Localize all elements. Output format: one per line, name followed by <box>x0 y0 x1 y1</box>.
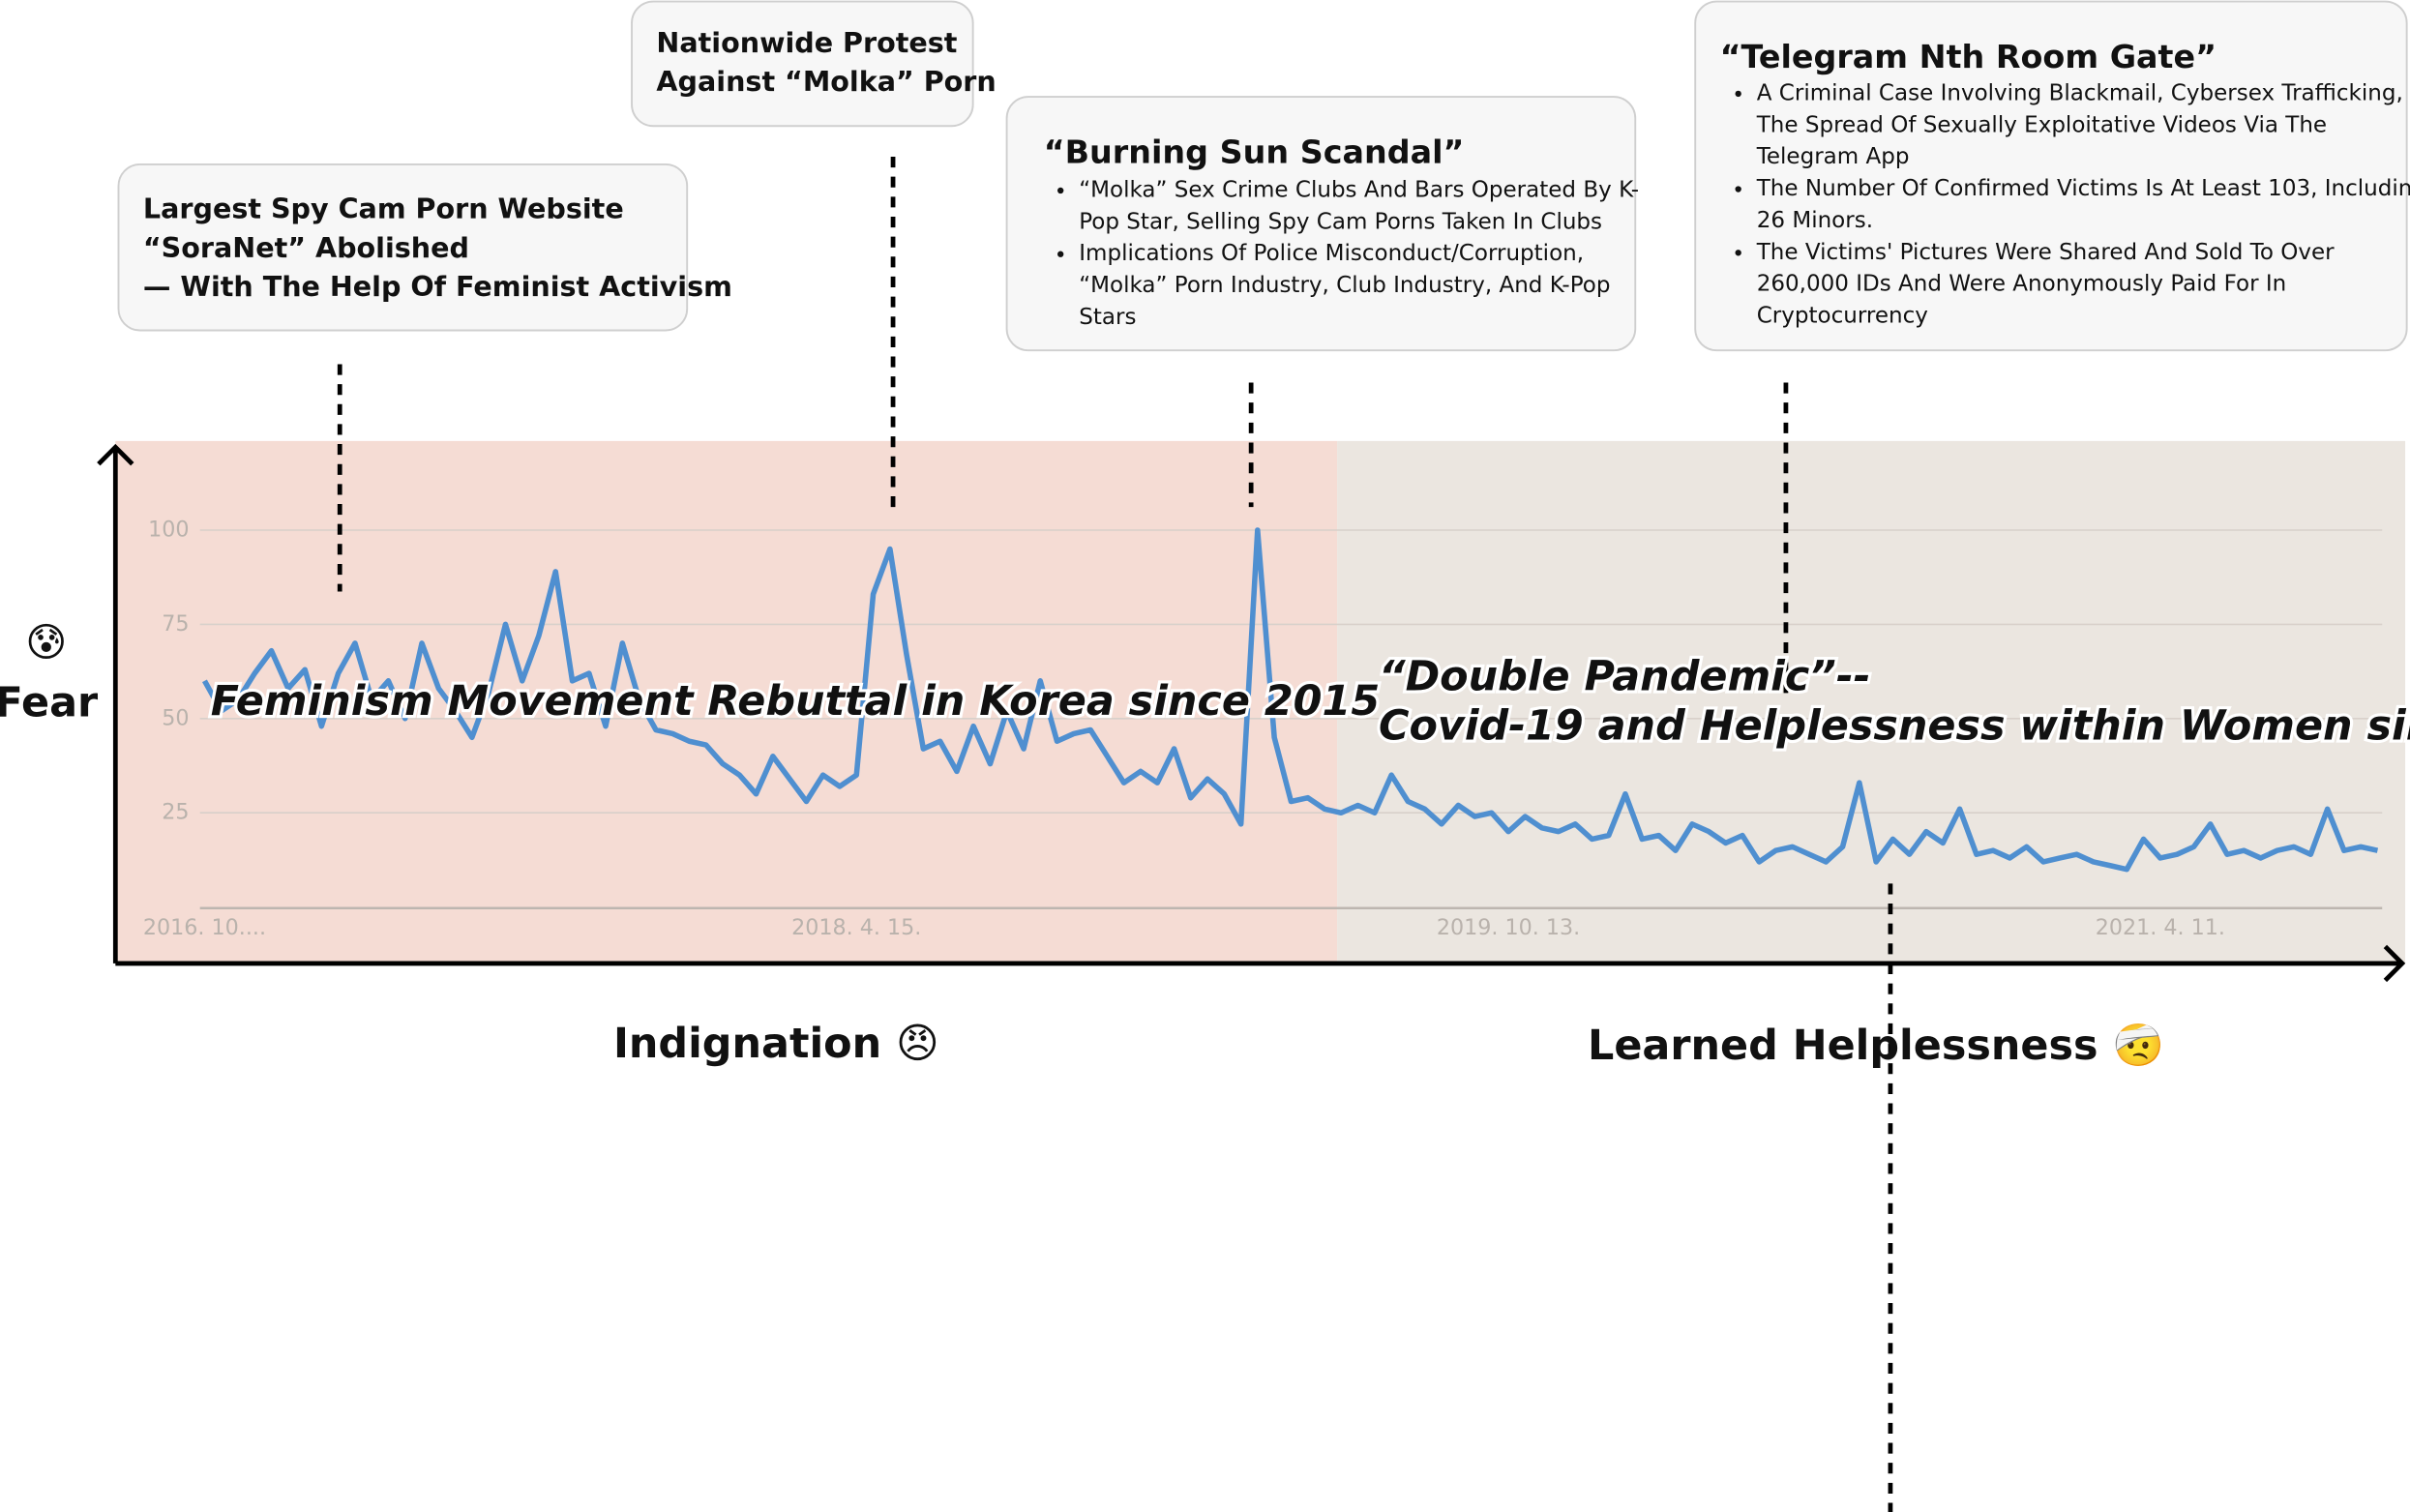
annotation-text: Telegram App <box>1756 144 1910 169</box>
annotation-text: 260,000 IDs And Were Anonymously Paid Fo… <box>1757 272 2287 297</box>
bullet <box>1057 187 1064 194</box>
overlay-text: Covid-19 and Helplessness within Women s… <box>1379 701 2410 750</box>
x-tick-label: 2019. 10. 13. <box>1437 915 1580 940</box>
region-label: Learned Helplessness 🤕 <box>1588 1022 2164 1070</box>
helplessness-region <box>1337 440 2406 964</box>
bullet <box>1735 186 1741 193</box>
axes <box>97 443 2406 983</box>
annotation-text: “Molka” Porn Industry, Club Industry, An… <box>1079 273 1610 298</box>
annotation-text: “SoraNet” Abolished <box>143 231 469 264</box>
annotation-text: Pop Star, Selling Spy Cam Porns Taken In… <box>1079 209 1602 234</box>
overlay-text: “Double Pandemic”-- <box>1379 653 1870 701</box>
annotation-box <box>631 0 974 128</box>
overlays: Feminism Movement Rebuttal in Korea sinc… <box>208 649 2410 753</box>
indignation-region <box>115 440 1338 964</box>
x-tick-label: 2021. 4. 11. <box>2096 915 2225 940</box>
annotation-text: — With The Help Of Feminist Activism <box>143 270 732 303</box>
x-tick-label: 2018. 4. 15. <box>791 915 921 940</box>
region-label: Indignation 😠 <box>613 1020 939 1068</box>
data-line <box>202 527 2379 873</box>
annotation-text: 26 Minors. <box>1757 208 1873 233</box>
annotation-text: Cryptocurrency <box>1757 304 1928 329</box>
annotation-title: “Burning Sun Scandal” <box>1044 133 1465 170</box>
annotation-text: Nationwide Protest <box>656 26 957 59</box>
y-label: Fear <box>0 679 99 727</box>
y-label-icon: 😰 <box>25 619 67 666</box>
overlay-text: Feminism Movement Rebuttal in Korea sinc… <box>211 677 1380 726</box>
annotation-text: Implications Of Police Misconduct/Corrup… <box>1079 241 1584 266</box>
annotation-title: “Telegram Nth Room Gate” <box>1720 38 2217 75</box>
plot <box>202 527 2379 873</box>
y-tick-label: 75 <box>162 611 189 637</box>
annotation-text: A Criminal Case Involving Blackmail, Cyb… <box>1757 80 2410 105</box>
annotation-box <box>1005 96 1637 352</box>
annotation-text: Largest Spy Cam Porn Website <box>143 193 624 225</box>
annotation-text: “Molka” Sex Crime Clubs And Bars Operate… <box>1079 177 1639 202</box>
annotation-box <box>1694 0 2408 352</box>
bullet <box>1057 251 1064 257</box>
y-tick-label: 50 <box>162 705 189 730</box>
y-tick-label: 100 <box>148 518 189 543</box>
annotation-text: Stars <box>1079 305 1136 330</box>
bullet <box>1735 250 1741 256</box>
bullet <box>1735 90 1741 98</box>
annotation-text: The Spread Of Sexually Exploitative Vide… <box>1756 112 2327 137</box>
annotation-text: The Number Of Confirmed Victims Is At Le… <box>1756 176 2410 201</box>
annotation-text: Against “Molka” Porn <box>656 65 996 98</box>
x-tick-label: 2016. 10.... <box>143 915 266 940</box>
annotation-text: The Victims' Pictures Were Shared And So… <box>1756 240 2335 265</box>
annotation-box <box>117 163 689 332</box>
y-tick-label: 25 <box>162 800 189 825</box>
